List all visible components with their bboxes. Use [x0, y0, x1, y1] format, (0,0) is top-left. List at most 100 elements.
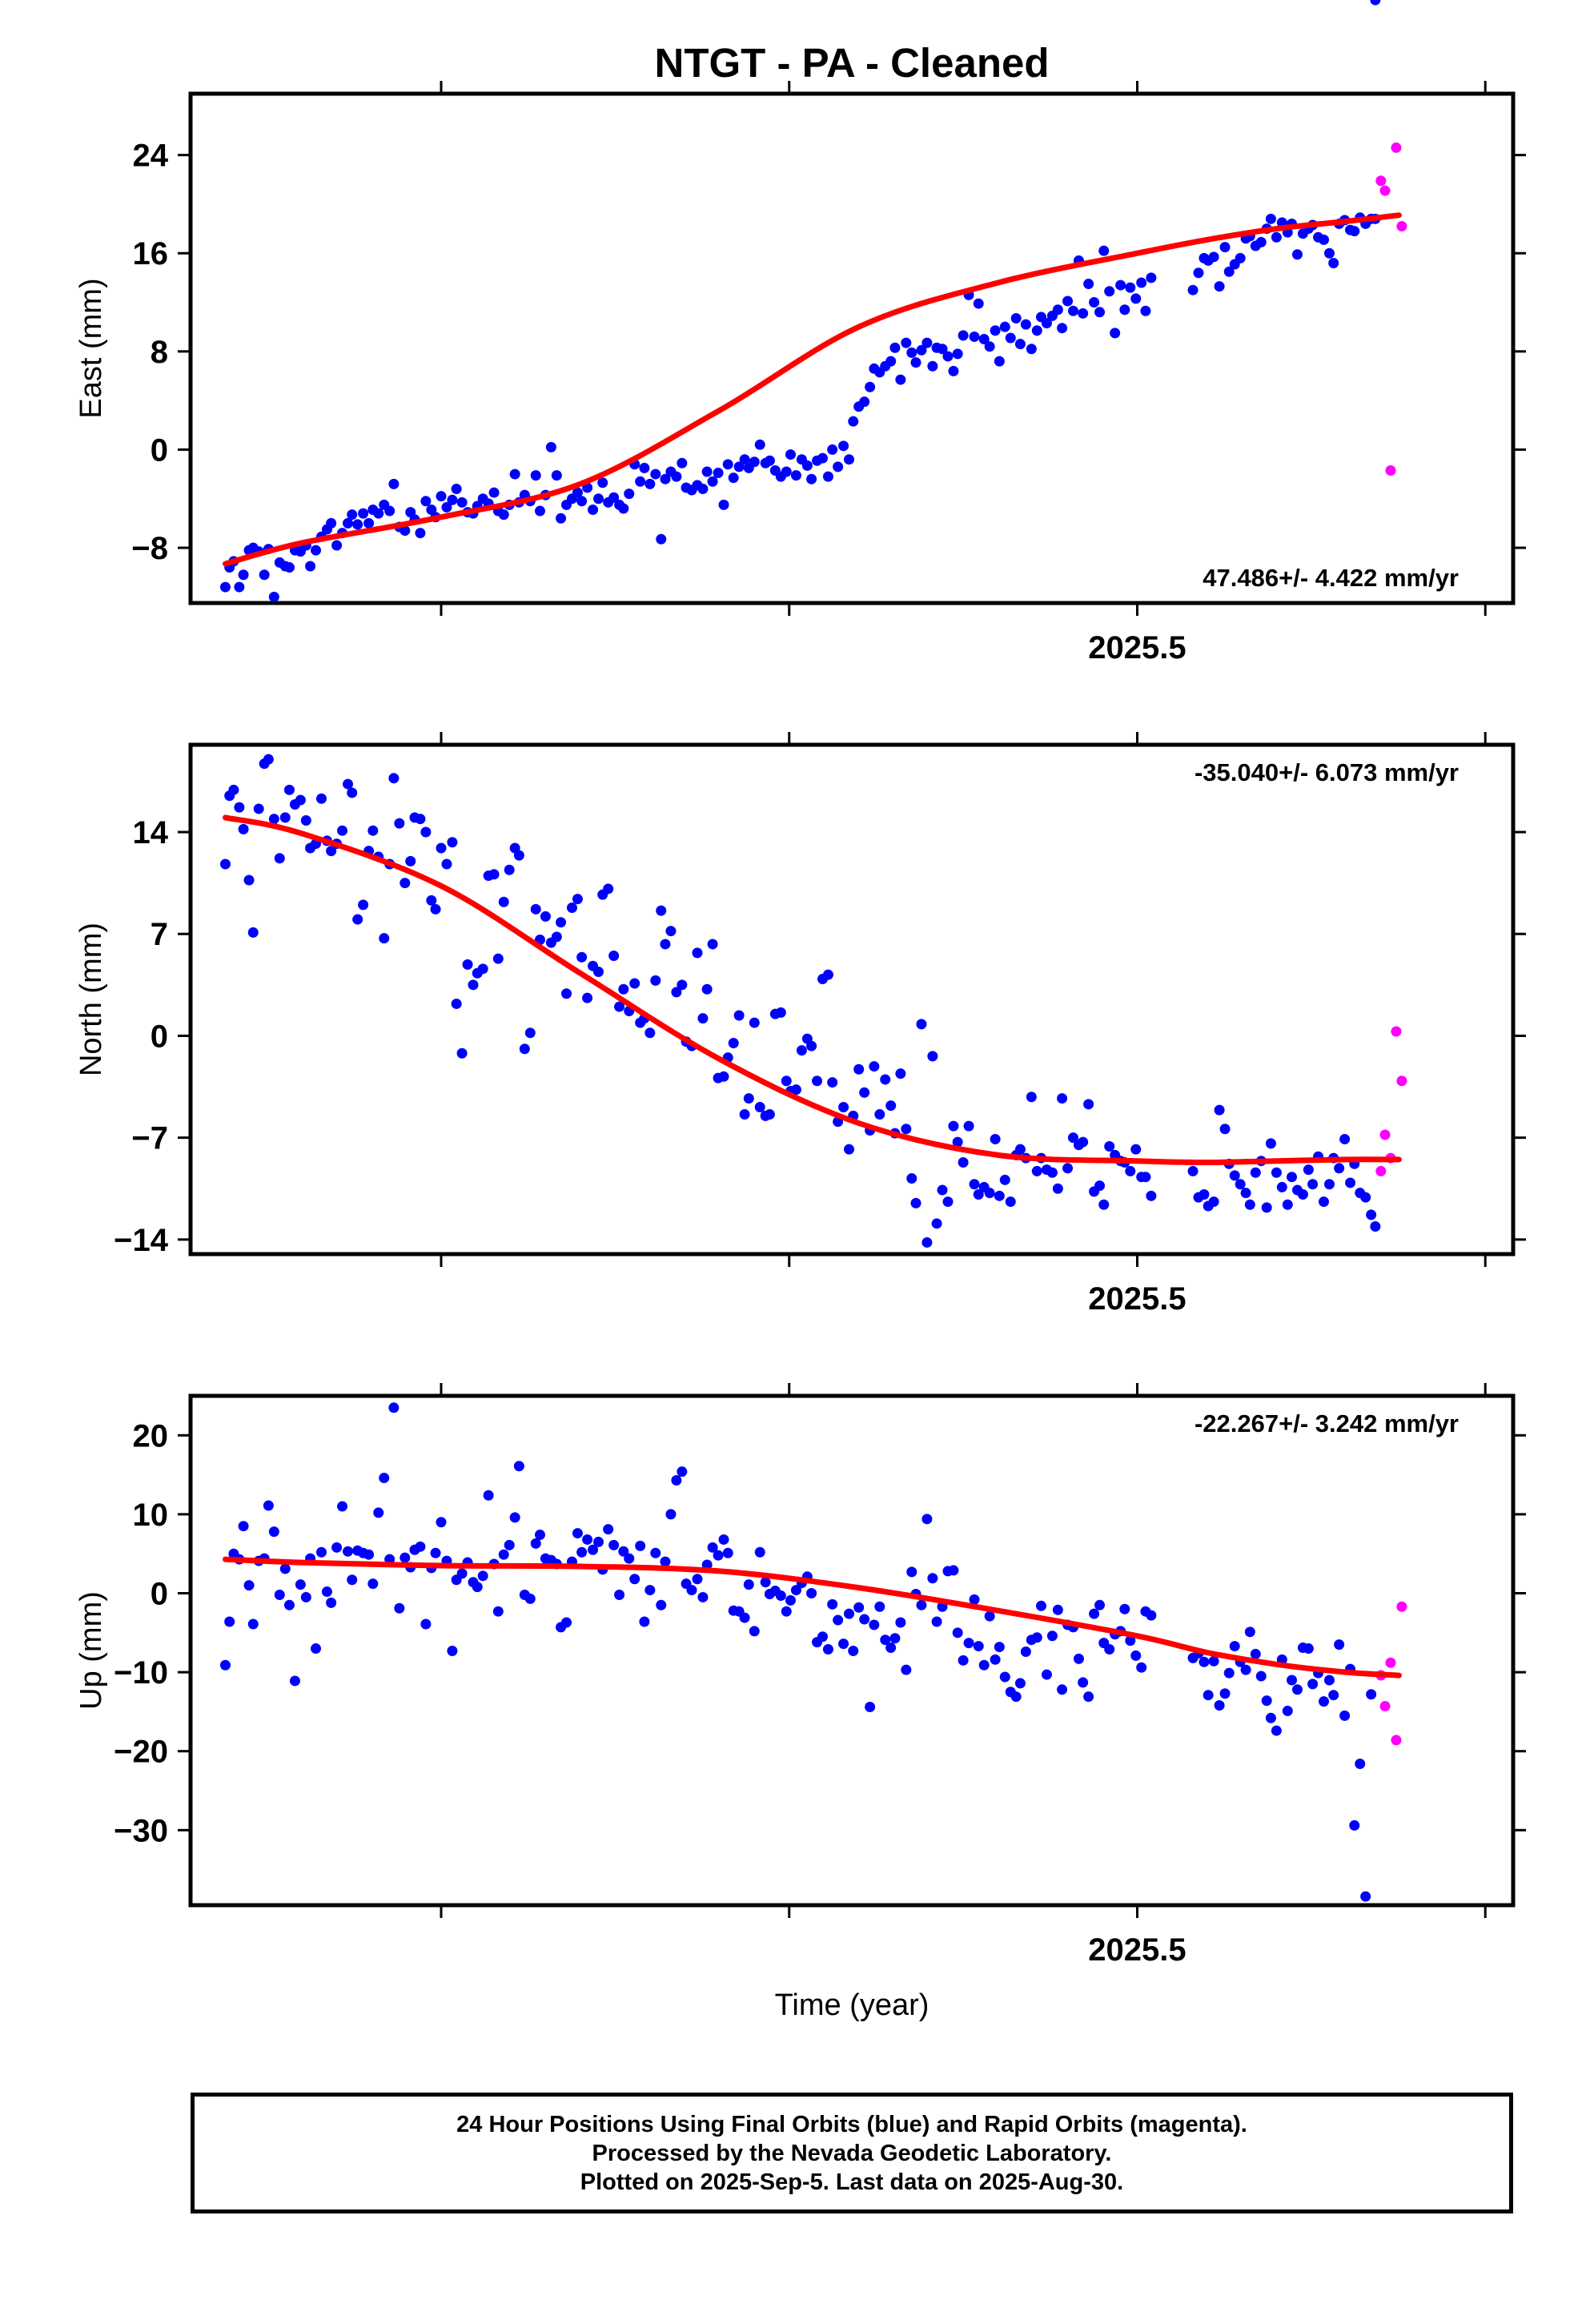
x-tick-label: 2025.5 — [1088, 630, 1186, 665]
final-orbit-point — [1104, 1644, 1115, 1655]
final-orbit-point — [958, 330, 969, 341]
final-orbit-point — [958, 1157, 969, 1168]
rapid-orbit-point — [1379, 1129, 1391, 1140]
final-orbit-point — [420, 496, 432, 507]
final-orbit-point — [833, 1614, 844, 1626]
final-orbit-point — [326, 517, 337, 529]
final-orbit-point — [973, 1188, 984, 1200]
final-orbit-point — [263, 1500, 274, 1511]
final-orbit-point — [754, 1546, 765, 1558]
final-orbit-point — [785, 1594, 796, 1606]
final-orbit-point — [1355, 1758, 1366, 1769]
final-orbit-point — [906, 347, 917, 358]
final-orbit-point — [1005, 1196, 1016, 1208]
final-orbit-point — [415, 1541, 426, 1552]
final-orbit-point — [984, 341, 995, 352]
y-tick-label: −20 — [114, 1735, 168, 1770]
final-orbit-point — [722, 459, 733, 470]
final-orbit-point — [347, 1574, 358, 1586]
final-orbit-point — [817, 452, 828, 464]
final-orbit-point — [462, 959, 473, 970]
final-orbit-point — [259, 569, 270, 581]
final-orbit-point — [400, 525, 411, 537]
final-orbit-point — [1235, 1179, 1246, 1190]
final-orbit-point — [990, 325, 1001, 336]
final-orbit-point — [994, 356, 1005, 367]
final-orbit-point — [927, 360, 938, 372]
final-orbit-point — [644, 478, 656, 489]
final-orbit-point — [1219, 1124, 1231, 1135]
final-orbit-point — [1334, 1163, 1345, 1174]
final-orbit-point — [999, 321, 1010, 332]
final-orbit-point — [1334, 1639, 1345, 1651]
final-orbit-point — [1291, 1684, 1303, 1695]
final-orbit-point — [1062, 1163, 1074, 1174]
final-orbit-point — [948, 1120, 959, 1132]
final-orbit-point — [1193, 267, 1204, 279]
final-orbit-point — [1140, 1172, 1151, 1183]
final-orbit-point — [268, 591, 279, 602]
final-orbit-point — [677, 1466, 688, 1478]
final-orbit-point — [582, 992, 593, 1003]
final-orbit-point — [707, 939, 718, 950]
final-orbit-point — [379, 933, 390, 944]
final-orbit-point — [283, 1599, 295, 1610]
final-orbit-point — [305, 561, 316, 572]
final-orbit-point — [561, 1617, 572, 1628]
up-panel: −30 −20 −10 0 10 20 2025.5 Up (mm) -22.267+/- 3.… — [74, 0, 1526, 1968]
final-orbit-point — [650, 468, 661, 480]
footer-line-2: Processed by the Nevada Geodetic Laborat… — [592, 2140, 1112, 2166]
final-orbit-point — [363, 1549, 375, 1560]
y-tick-label: 0 — [151, 1019, 168, 1054]
final-orbit-point — [629, 1574, 640, 1585]
final-orbit-point — [889, 342, 901, 353]
final-orbit-point — [833, 461, 844, 472]
final-orbit-point — [865, 381, 876, 392]
final-orbit-point — [978, 1659, 990, 1671]
final-orbit-point — [373, 1507, 384, 1518]
final-orbit-point — [644, 1027, 656, 1039]
final-orbit-point — [656, 905, 667, 916]
y-axis-label: Up (mm) — [74, 1591, 108, 1710]
final-orbit-point — [869, 1061, 880, 1072]
final-orbit-point — [1035, 1600, 1046, 1611]
final-orbit-point — [274, 853, 285, 864]
final-orbit-point — [885, 1642, 897, 1654]
y-tick-label: −10 — [114, 1655, 168, 1691]
final-orbit-point — [660, 1556, 671, 1567]
final-orbit-point — [848, 1645, 859, 1656]
final-orbit-point — [492, 953, 504, 964]
final-orbit-point — [1140, 305, 1151, 316]
final-orbit-point — [624, 489, 635, 500]
final-orbit-point — [447, 494, 458, 505]
final-orbit-point — [1319, 1196, 1330, 1208]
final-orbit-point — [701, 983, 713, 995]
final-orbit-point — [300, 814, 311, 826]
final-orbit-point — [733, 1010, 745, 1021]
final-orbit-point — [400, 1552, 411, 1563]
final-orbit-point — [1291, 249, 1303, 260]
final-orbit-point — [388, 1402, 400, 1413]
rapid-orbit-point — [1391, 142, 1402, 153]
footer-notes: 24 Hour Positions Using Final Orbits (bl… — [191, 2093, 1513, 2213]
final-orbit-point — [247, 1618, 259, 1630]
final-orbit-point — [477, 963, 488, 975]
final-orbit-point — [367, 825, 379, 836]
final-orbit-point — [415, 814, 426, 825]
y-tick-label: −30 — [114, 1813, 168, 1848]
final-orbit-point — [326, 846, 337, 857]
final-orbit-point — [677, 979, 688, 991]
final-orbit-point — [1067, 1132, 1078, 1144]
final-orbit-point — [238, 1521, 249, 1532]
final-orbit-point — [243, 1580, 255, 1591]
final-orbit-point — [952, 348, 963, 360]
final-orbit-point — [1199, 1656, 1210, 1667]
final-orbit-point — [447, 837, 458, 848]
final-orbit-point — [588, 1544, 599, 1555]
final-orbit-point — [1020, 319, 1031, 330]
final-orbit-point — [901, 1664, 912, 1675]
final-orbit-point — [247, 927, 259, 938]
final-orbit-point — [999, 1174, 1010, 1185]
final-orbit-point — [859, 1087, 870, 1098]
final-orbit-point — [937, 344, 948, 355]
